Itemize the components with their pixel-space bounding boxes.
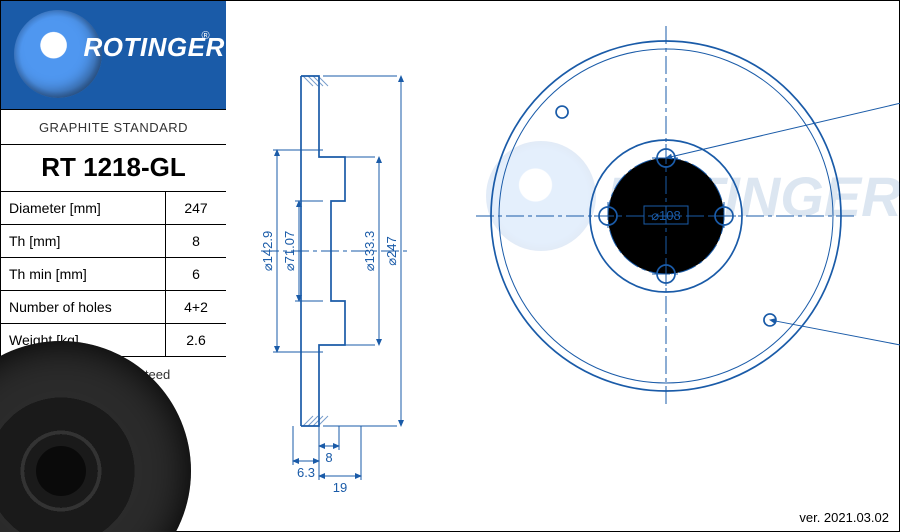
spec-value: 8: [166, 225, 227, 258]
drawing-area: ROTINGER ⌀142.9⌀71.07⌀133.3⌀2476.3819⌀10…: [226, 1, 899, 531]
spec-value: 4+2: [166, 291, 227, 324]
spec-value: 2.6: [166, 324, 227, 357]
spec-label: Number of holes: [1, 291, 166, 324]
technical-drawing: ⌀142.9⌀71.07⌀133.3⌀2476.3819⌀1084x⌀132x⌀…: [226, 1, 900, 531]
part-number: RT 1218-GL: [1, 143, 226, 192]
svg-text:6.3: 6.3: [297, 465, 315, 480]
table-row: Th min [mm]6: [1, 258, 226, 291]
spec-value: 6: [166, 258, 227, 291]
spec-label: Th [mm]: [1, 225, 166, 258]
brand-registered: ®: [202, 30, 210, 42]
svg-text:⌀71.07: ⌀71.07: [282, 231, 297, 271]
drawing-frame: ROTINGER ® GRAPHITE STANDARD RT 1218-GL …: [0, 0, 900, 532]
spec-label: Th min [mm]: [1, 258, 166, 291]
table-row: Diameter [mm]247: [1, 192, 226, 225]
table-row: Number of holes4+2: [1, 291, 226, 324]
brand-logo-block: ROTINGER ®: [1, 1, 226, 109]
svg-text:19: 19: [333, 480, 347, 495]
svg-text:⌀133.3: ⌀133.3: [362, 231, 377, 271]
svg-text:8: 8: [325, 450, 332, 465]
spec-label: Diameter [mm]: [1, 192, 166, 225]
spec-value: 247: [166, 192, 227, 225]
spec-table: Diameter [mm]247Th [mm]8Th min [mm]6Numb…: [1, 191, 226, 357]
product-line: GRAPHITE STANDARD: [1, 109, 226, 145]
svg-text:⌀142.9: ⌀142.9: [260, 231, 275, 271]
svg-text:⌀108: ⌀108: [651, 208, 681, 223]
svg-text:⌀247: ⌀247: [384, 236, 399, 266]
table-row: Th [mm]8: [1, 225, 226, 258]
